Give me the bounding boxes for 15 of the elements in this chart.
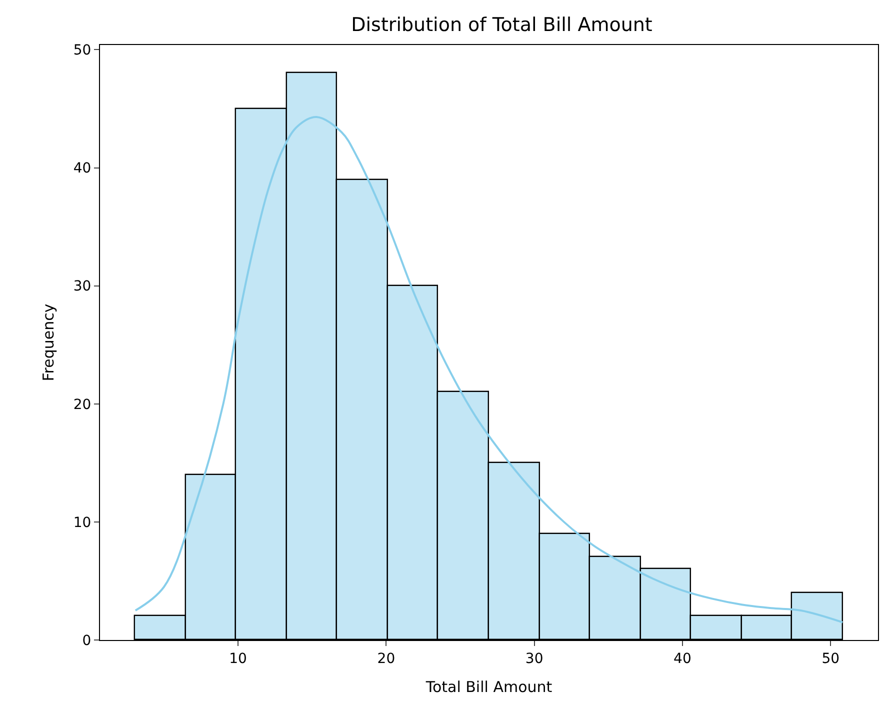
y-tick-label: 20 xyxy=(73,396,92,413)
y-axis-title: Frequency xyxy=(40,304,58,382)
x-tick-label: 20 xyxy=(377,650,396,667)
x-axis-title: Total Bill Amount xyxy=(424,678,552,696)
y-tick-label: 40 xyxy=(73,160,92,177)
x-tick-label: 30 xyxy=(525,650,544,667)
chart-title: Distribution of Total Bill Amount xyxy=(351,14,652,36)
x-tick-label: 50 xyxy=(822,650,840,667)
y-tick-label: 30 xyxy=(73,278,92,295)
x-tick-label: 40 xyxy=(674,650,692,667)
y-tick-label: 0 xyxy=(82,632,92,649)
y-tick-label: 10 xyxy=(73,514,92,531)
y-tick-label: 50 xyxy=(73,42,92,59)
x-tick-label: 10 xyxy=(229,650,247,667)
line-series xyxy=(134,116,844,624)
